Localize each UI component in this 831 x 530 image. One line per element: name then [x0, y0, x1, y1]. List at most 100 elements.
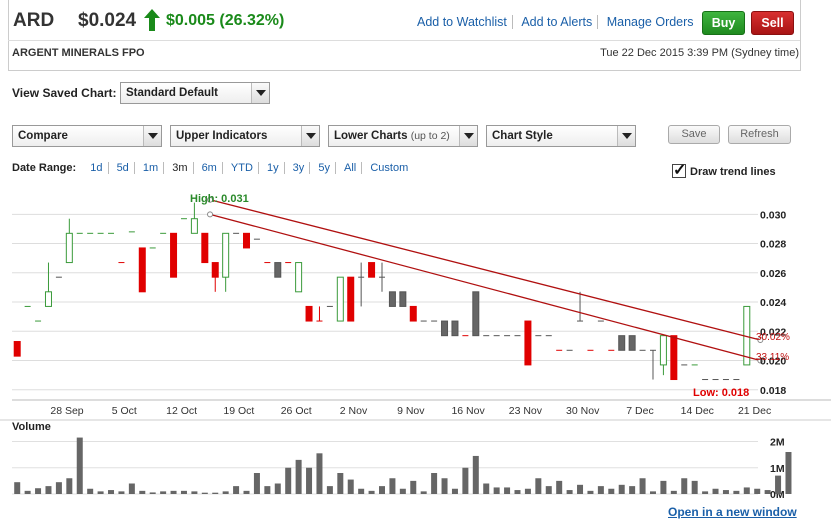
manage-orders-link[interactable]: Manage Orders [606, 15, 694, 29]
volume-bar [514, 490, 521, 494]
candle-body [222, 232, 230, 278]
date-range-selector: Date Range: 1d 5d 1m 3m 6m YTD 1y 3y 5y … [12, 162, 413, 174]
range-custom[interactable]: Custom [370, 162, 409, 174]
date-tick-label: 23 Nov [509, 405, 543, 417]
volume-bar [399, 488, 406, 494]
candle-body [274, 262, 282, 278]
volume-bar [66, 478, 73, 494]
trend-pct-lower: 33.11% [756, 352, 789, 363]
candlestick-series [13, 202, 751, 381]
volume-bar [14, 482, 21, 494]
volume-bar [347, 479, 354, 494]
add-to-watchlist-link[interactable]: Add to Watchlist [412, 15, 513, 29]
candle-body [13, 341, 21, 357]
volume-bar [212, 492, 219, 494]
range-all[interactable]: All [339, 162, 363, 174]
add-to-alerts-link[interactable]: Add to Alerts [516, 15, 599, 29]
volume-bar [712, 488, 719, 494]
range-6m[interactable]: 6m [196, 162, 223, 174]
quote-actions: Add to Watchlist Add to Alerts Manage Or… [412, 15, 699, 29]
volume-bar [410, 480, 417, 494]
price-volume-chart[interactable]: 0.030 0.028 0.026 0.024 0.022 0.020 0.018 28 S… [0, 188, 831, 498]
chevron-down-icon [617, 126, 635, 146]
quote-header [8, 0, 801, 71]
last-price: $0.024 [78, 10, 137, 31]
volume-bar [649, 491, 656, 494]
volume-bar [368, 490, 375, 494]
candle-body [451, 320, 459, 337]
price-axis: 0.030 0.028 0.026 0.024 0.022 0.020 0.018 [760, 209, 786, 396]
chevron-down-icon [251, 83, 269, 103]
candle-body [295, 262, 303, 293]
volume-bar [243, 490, 250, 494]
chart-gridlines [12, 213, 831, 401]
date-tick-label: 28 Sep [50, 405, 83, 417]
draw-trend-lines-checkbox[interactable]: Draw trend lines [672, 160, 776, 180]
range-3y[interactable]: 3y [287, 162, 311, 174]
date-range-label: Date Range: [12, 162, 77, 174]
trend-handle [757, 337, 764, 344]
price-tick-label: 0.022 [760, 326, 786, 338]
date-tick-label: 12 Oct [166, 405, 197, 417]
volume-bar [149, 492, 156, 494]
saved-chart-select[interactable]: Standard Default [120, 82, 270, 104]
volume-bar [535, 478, 542, 494]
chart-style-select[interactable]: Chart Style [486, 125, 636, 147]
range-1y[interactable]: 1y [261, 162, 285, 174]
volume-bar [337, 473, 344, 494]
volume-bar [597, 486, 604, 494]
range-ytd[interactable]: YTD [225, 162, 259, 174]
volume-bar [170, 490, 177, 494]
lower-charts-select[interactable]: Lower Charts (up to 2) [328, 125, 478, 147]
checkbox-checked-icon[interactable] [672, 160, 686, 180]
upper-indicators-select[interactable]: Upper Indicators [170, 125, 320, 147]
trend-pct-upper: 30.02% [756, 332, 790, 343]
price-change: $0.005 (26.32%) [166, 12, 285, 29]
open-new-window-link[interactable]: Open in a new window [668, 505, 797, 519]
candle-body [190, 218, 198, 234]
volume-bar [577, 484, 584, 494]
candle-body [388, 291, 396, 307]
upper-indicators-label: Upper Indicators [176, 130, 268, 142]
volume-bar [722, 490, 729, 494]
sell-button[interactable]: Sell [751, 11, 794, 35]
volume-bar [160, 491, 167, 494]
volume-bar [108, 490, 115, 494]
volume-bar [733, 490, 740, 494]
volume-bar [451, 488, 458, 494]
price-tick-label: 0.024 [760, 297, 786, 309]
refresh-button[interactable]: Refresh [728, 125, 791, 144]
lower-charts-hint: (up to 2) [410, 130, 450, 142]
range-1m[interactable]: 1m [137, 162, 165, 174]
date-tick-label: 19 Oct [223, 405, 254, 417]
draw-trend-lines-label: Draw trend lines [690, 166, 776, 178]
date-tick-label: 26 Oct [281, 405, 312, 417]
range-5d[interactable]: 5d [111, 162, 135, 174]
volume-label: Volume [12, 421, 51, 433]
chevron-down-icon [301, 126, 319, 146]
saved-chart-label: View Saved Chart: [12, 86, 117, 100]
save-button[interactable]: Save [668, 125, 720, 144]
range-1d[interactable]: 1d [85, 162, 109, 174]
price-tick-label: 0.028 [760, 239, 786, 251]
volume-bar [691, 480, 698, 494]
volume-bar [76, 437, 83, 494]
compare-select[interactable]: Compare [12, 125, 162, 147]
volume-series: Volume2M1M0M [0, 419, 831, 498]
volume-bar [639, 478, 646, 494]
range-5y[interactable]: 5y [313, 162, 336, 174]
price-tick-label: 0.026 [760, 268, 786, 280]
volume-bar [670, 490, 677, 494]
buy-button[interactable]: Buy [702, 11, 745, 35]
candle-body [243, 232, 251, 249]
volume-bar [264, 486, 271, 494]
volume-bar [441, 478, 448, 494]
trend-handle [757, 357, 764, 364]
candle-body [472, 291, 480, 337]
volume-bar [201, 492, 208, 494]
range-3m[interactable]: 3m [167, 162, 194, 174]
saved-chart-value: Standard Default [126, 87, 219, 99]
volume-bar [55, 482, 62, 494]
volume-bar [326, 486, 333, 494]
date-tick-label: 16 Nov [451, 405, 485, 417]
